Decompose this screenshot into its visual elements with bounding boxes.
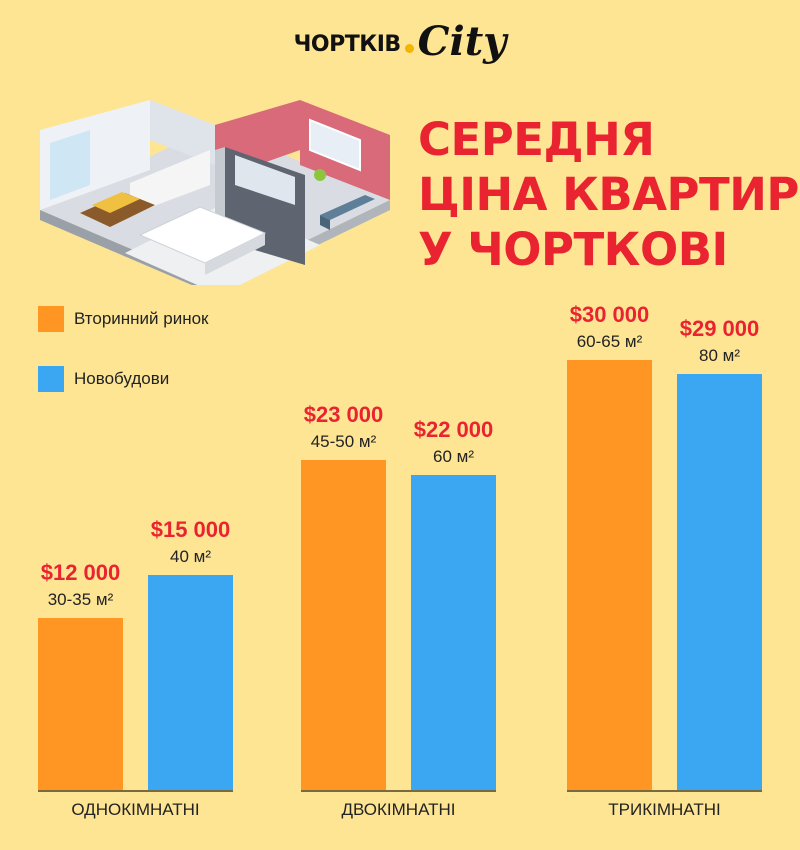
- legend-item-secondary: Вторинний ринок: [38, 306, 209, 332]
- price-label: $12 000: [40, 560, 121, 585]
- price-label: $15 000: [150, 517, 231, 542]
- category-label: ТРИКІМНАТНІ: [608, 800, 721, 819]
- price-label: $30 000: [569, 302, 650, 327]
- bar-secondary-2: [301, 460, 386, 790]
- area-label: 60 м²: [433, 446, 474, 466]
- bar-secondary-3: [567, 360, 652, 790]
- apartment-illustration: [40, 100, 390, 285]
- bar-secondary-1: [38, 618, 123, 790]
- logo: ЧОРТКІВ City: [0, 22, 800, 62]
- legend-swatch-new: [38, 366, 64, 392]
- logo-script: City: [417, 18, 507, 65]
- title-line-1: СЕРЕДНЯ: [418, 113, 655, 166]
- area-label: 40 м²: [170, 547, 211, 566]
- logo-text: ЧОРТКІВ: [293, 31, 402, 57]
- legend-label-new: Новобудови: [74, 369, 170, 388]
- logo-dot: [404, 43, 414, 53]
- bar-new-2: [411, 474, 496, 790]
- bar-new-3: [677, 374, 762, 790]
- category-label: ОДНОКІМНАТНІ: [71, 800, 200, 819]
- price-label: $23 000: [303, 402, 384, 428]
- area-label: 45-50 м²: [310, 432, 377, 452]
- area-label: 80 м²: [699, 346, 740, 366]
- title-line-2: ЦІНА КВАРТИР: [418, 168, 799, 221]
- price-label: $29 000: [679, 316, 760, 342]
- baseline: [567, 790, 762, 792]
- chart-title: СЕРЕДНЯ ЦІНА КВАРТИР У ЧОРТКОВІ: [418, 112, 799, 277]
- area-label: 30-35 м²: [47, 590, 114, 609]
- legend-swatch-secondary: [38, 306, 64, 332]
- title-line-3: У ЧОРТКОВІ: [418, 223, 728, 276]
- legend-label-secondary: Вторинний ринок: [74, 309, 209, 328]
- price-label: $22 000: [413, 416, 494, 442]
- category-label: ДВОКІМНАТНІ: [341, 800, 456, 819]
- bar-new-1: [148, 575, 233, 790]
- baseline: [38, 790, 233, 792]
- legend-item-new: Новобудови: [38, 366, 169, 392]
- area-label: 60-65 м²: [576, 332, 643, 351]
- baseline: [301, 790, 496, 792]
